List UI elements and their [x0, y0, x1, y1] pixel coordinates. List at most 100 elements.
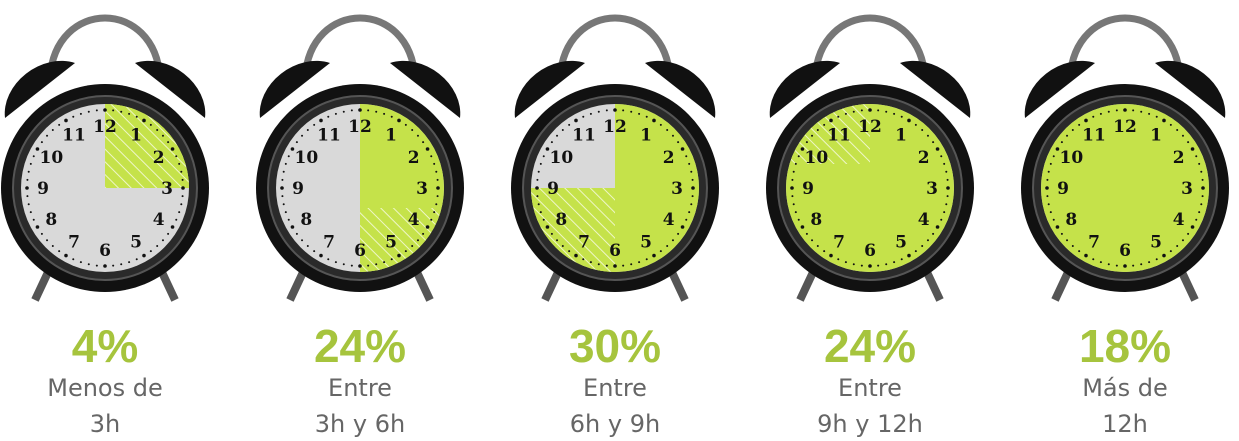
minute-dot: [638, 112, 641, 115]
minute-dot: [659, 250, 662, 253]
range-caption: 6h y 9h: [570, 410, 660, 438]
minute-dot: [800, 225, 805, 229]
minute-dot: [568, 250, 571, 253]
minute-dot: [688, 162, 691, 165]
minute-dot: [907, 118, 911, 123]
range-caption: Entre: [583, 374, 647, 402]
minute-dot: [536, 178, 539, 181]
hour-numeral: 1: [385, 125, 397, 145]
minute-dot: [885, 110, 888, 113]
hour-numeral: 3: [671, 179, 683, 199]
minute-dot: [404, 250, 407, 253]
hour-numeral: 6: [864, 241, 876, 261]
clock-handle: [301, 14, 419, 79]
minute-dot: [1060, 141, 1063, 144]
hour-numeral: 7: [323, 233, 335, 253]
minute-dot: [1084, 253, 1088, 258]
minute-dot: [622, 109, 625, 112]
minute-dot: [436, 178, 439, 181]
minute-dot: [1047, 170, 1050, 173]
minute-dot: [170, 147, 175, 151]
minute-dot: [688, 211, 691, 214]
minute-dot: [181, 186, 185, 190]
hour-numeral: 10: [1059, 148, 1083, 168]
minute-dot: [946, 178, 949, 181]
hour-numeral: 11: [62, 125, 86, 145]
minute-dot: [161, 134, 164, 137]
minute-dot: [1200, 170, 1203, 173]
hour-numeral: 4: [918, 210, 930, 230]
minute-dot: [390, 115, 393, 118]
hour-numeral: 9: [802, 179, 814, 199]
minute-dot: [425, 147, 430, 151]
minute-dot: [319, 253, 323, 258]
minute-dot: [537, 203, 540, 206]
hour-numeral: 8: [300, 210, 312, 230]
minute-dot: [87, 263, 90, 266]
minute-dot: [797, 218, 800, 221]
minute-dot: [1190, 225, 1195, 229]
minute-dot: [792, 170, 795, 173]
minute-dot: [290, 225, 295, 229]
minute-dot: [149, 250, 152, 253]
minute-dot: [790, 186, 794, 190]
minute-dot: [1107, 110, 1110, 113]
minute-dot: [135, 115, 138, 118]
minute-dot: [425, 225, 430, 229]
hour-numeral: 1: [130, 125, 142, 145]
minute-dot: [46, 239, 49, 242]
minute-dot: [805, 141, 808, 144]
minute-dot: [1049, 162, 1052, 165]
minute-dot: [1195, 218, 1198, 221]
minute-dot: [167, 232, 170, 235]
clock-bell: [769, 60, 840, 118]
clock-bell: [645, 60, 716, 118]
hour-numeral: 4: [663, 210, 675, 230]
minute-dot: [691, 195, 694, 198]
range-caption: Menos de: [47, 374, 163, 402]
minute-dot: [284, 211, 287, 214]
minute-dot: [1066, 134, 1069, 137]
minute-dot: [367, 109, 370, 112]
minute-dot: [79, 261, 82, 264]
minute-dot: [556, 134, 559, 137]
minute-dot: [914, 250, 917, 253]
minute-dot: [794, 162, 797, 165]
range-caption: 3h: [90, 410, 120, 438]
minute-dot: [1046, 178, 1049, 181]
minute-dot: [170, 225, 175, 229]
minute-dot: [87, 110, 90, 113]
minute-dot: [829, 253, 833, 258]
minute-dot: [295, 232, 298, 235]
minute-dot: [156, 129, 159, 132]
hour-numeral: 4: [1173, 210, 1185, 230]
minute-dot: [319, 118, 323, 123]
minute-dot: [287, 218, 290, 221]
percent-value: 24%: [314, 320, 406, 372]
minute-dot: [95, 109, 98, 112]
minute-dot: [301, 134, 304, 137]
minute-dot: [844, 261, 847, 264]
minute-dot: [350, 264, 353, 267]
minute-dot: [342, 263, 345, 266]
minute-dot: [306, 129, 309, 132]
minute-dot: [645, 115, 648, 118]
hour-numeral: 1: [1150, 125, 1162, 145]
minute-dot: [290, 147, 295, 151]
minute-dot: [142, 253, 146, 258]
minute-dot: [120, 263, 123, 266]
minute-dot: [1046, 195, 1049, 198]
range-caption: 9h y 12h: [817, 410, 923, 438]
minute-dot: [1176, 129, 1179, 132]
hour-numeral: 3: [416, 179, 428, 199]
minute-dot: [885, 263, 888, 266]
minute-dot: [1198, 162, 1201, 165]
clock-handle: [556, 14, 674, 79]
hour-numeral: 10: [804, 148, 828, 168]
hour-numeral: 9: [547, 179, 559, 199]
minute-dot: [433, 211, 436, 214]
minute-dot: [539, 162, 542, 165]
minute-dot: [1195, 155, 1198, 158]
hour-numeral: 3: [926, 179, 938, 199]
